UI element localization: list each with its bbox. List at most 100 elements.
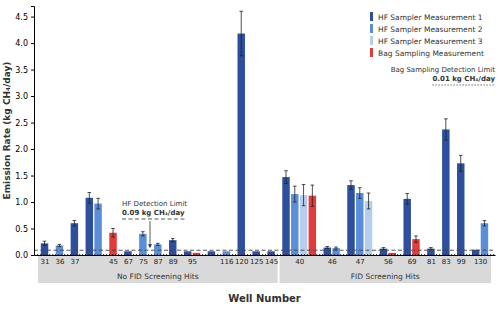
- bar: [139, 234, 146, 255]
- y-tick-mark: [31, 123, 34, 124]
- error-bar: [334, 247, 338, 249]
- y-tick: 4.5: [15, 13, 34, 22]
- x-tick: 120: [235, 258, 248, 266]
- annotation-value: 0.01 kg CH₄/day: [432, 75, 495, 83]
- legend-label: Bag Sampling Measurement: [378, 49, 484, 58]
- x-tick: 40: [295, 258, 304, 266]
- legend-swatch: [370, 24, 373, 33]
- x-tick: 69: [408, 258, 417, 266]
- x-tick: 116: [220, 258, 234, 266]
- error-bar: [483, 221, 487, 226]
- x-tick: 67: [124, 258, 133, 266]
- error-bar: [325, 247, 329, 249]
- error-bar: [156, 243, 160, 245]
- x-tick: 56: [384, 258, 393, 266]
- error-bar: [239, 11, 243, 56]
- error-bar: [302, 185, 306, 206]
- y-axis-line: [31, 7, 35, 256]
- x-tick: 31: [41, 258, 50, 266]
- chart-svg: No FID Screening HitsFID Screening Hits0…: [0, 0, 500, 327]
- annotation-arrow: [150, 221, 151, 245]
- x-tick-label: 120: [235, 258, 248, 266]
- chart-root: No FID Screening HitsFID Screening Hits0…: [0, 0, 500, 327]
- x-tick-label: 56: [384, 258, 393, 266]
- y-tick-label: 4.5: [15, 13, 28, 22]
- y-tick: 1.5: [15, 172, 34, 181]
- error-bar: [58, 244, 62, 246]
- legend-swatch: [370, 48, 373, 57]
- group-band: [38, 256, 277, 283]
- error-bar: [73, 221, 77, 226]
- y-tick-mark: [31, 96, 34, 97]
- legend-swatch: [370, 12, 373, 21]
- x-tick: 130: [474, 258, 487, 266]
- error-bar: [414, 236, 418, 242]
- x-tick-label: 130: [474, 258, 487, 266]
- y-tick: 2.5: [15, 119, 34, 128]
- y-tick: 3.0: [15, 92, 34, 101]
- legend-label: HF Sampler Measurement 2: [378, 25, 483, 34]
- y-tick: 1.0: [15, 198, 34, 207]
- error-bar: [311, 185, 315, 206]
- x-axis-title: Well Number: [228, 293, 301, 304]
- bar: [356, 193, 363, 255]
- x-tick: 125: [250, 258, 263, 266]
- error-bar: [367, 193, 371, 209]
- annotation-value: 0.09 kg CH₄/day: [122, 209, 185, 217]
- error-bar: [382, 248, 386, 250]
- y-tick-label: 1.0: [15, 198, 28, 207]
- x-tick-label: 45: [109, 258, 118, 266]
- x-tick-label: 89: [169, 258, 178, 266]
- legend-label: HF Sampler Measurement 3: [378, 37, 483, 46]
- annotation: HF Detection Limit0.09 kg CH₄/day: [122, 200, 187, 248]
- bar: [237, 34, 244, 255]
- y-tick: 3.5: [15, 66, 34, 75]
- error-bar: [141, 232, 145, 236]
- bar: [457, 163, 464, 255]
- y-tick: 2.0: [15, 145, 34, 154]
- y-tick-mark: [31, 149, 34, 150]
- y-tick-mark: [31, 43, 34, 44]
- bar: [403, 199, 410, 255]
- x-tick-label: 83: [442, 258, 451, 266]
- y-tick-label: 1.5: [15, 172, 28, 181]
- bar: [442, 129, 449, 255]
- x-axis-line: [35, 255, 496, 256]
- error-bar: [293, 186, 297, 202]
- annotation-title: Bag Sampling Detection Limit: [391, 66, 496, 74]
- annotation-swatch: [432, 85, 495, 86]
- x-tick-label: 145: [265, 258, 278, 266]
- bar: [291, 194, 298, 255]
- x-tick-label: 81: [427, 258, 436, 266]
- x-tick-label: 40: [295, 258, 304, 266]
- x-tick-label: 46: [328, 258, 337, 266]
- y-axis: 0.0 0.5 1.0 1.5 2.0 2.5 3.0 3.5 4.0 4.5: [15, 7, 34, 261]
- y-tick-mark: [31, 70, 34, 71]
- y-tick: 0.0: [15, 251, 34, 260]
- x-tick-label: 87: [154, 258, 163, 266]
- bar: [86, 198, 93, 255]
- detection-limit-line: [34, 254, 495, 255]
- x-tick: 145: [265, 258, 278, 266]
- x-tick-label: 99: [457, 258, 466, 266]
- plot-area: [34, 11, 495, 255]
- y-tick: 4.0: [15, 39, 34, 48]
- y-tick-label: 0.5: [15, 225, 28, 234]
- x-tick: 89: [169, 258, 178, 266]
- x-tick: 47: [356, 258, 365, 266]
- x-tick: 95: [188, 258, 197, 266]
- error-bar: [171, 239, 175, 242]
- error-bar: [88, 192, 92, 203]
- x-tick-label: 36: [56, 258, 65, 266]
- error-bar: [111, 229, 115, 237]
- x-tick: 45: [109, 258, 118, 266]
- y-tick-mark: [31, 229, 34, 230]
- y-tick-label: 3.5: [15, 66, 28, 75]
- y-tick-label: 2.5: [15, 119, 28, 128]
- bar: [347, 185, 354, 255]
- x-tick: 46: [328, 258, 337, 266]
- y-tick-mark: [31, 176, 34, 177]
- x-tick-label: 47: [356, 258, 365, 266]
- legend-label: HF Sampler Measurement 1: [378, 13, 483, 22]
- group-label: No FID Screening Hits: [117, 272, 199, 281]
